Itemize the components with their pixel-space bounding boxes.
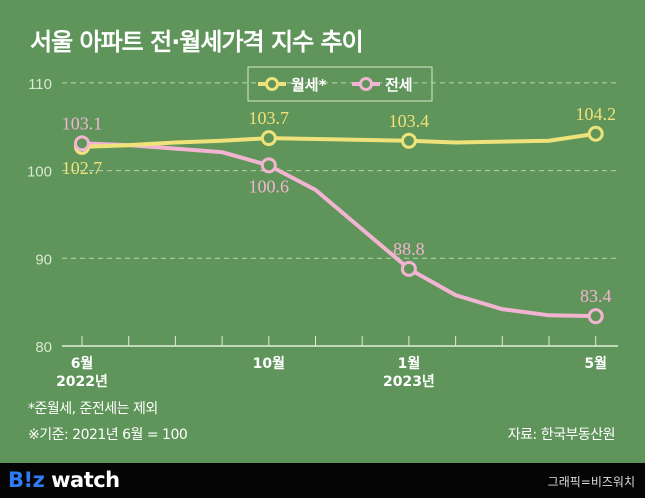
series-line [81,141,596,319]
data-point [587,308,604,325]
x-tick-label: 6월 [71,355,94,372]
data-label: 102.7 [62,158,103,178]
data-label: 103.7 [249,108,290,128]
base-note: ※기준: 2021년 6월 = 100 [28,427,188,443]
x-tick-year-label: 2022년 [56,374,108,390]
legend-label: 월세* [291,76,327,94]
source-note: 자료: 한국부동산원 [507,427,616,443]
bizwatch-logo: B!z watch [8,468,120,492]
y-tick-label: 110 [28,76,52,93]
data-point [400,260,417,277]
line-chart: 80 90 100 110 6월 2022년 10월 1월 2023년 5월 102.7 103.7 1… [27,66,618,390]
data-label: 100.6 [249,176,290,196]
y-tick-label: 90 [35,251,52,268]
data-point [74,135,90,152]
data-label: 103.4 [389,111,430,131]
x-tick-label: 1월 [398,355,421,372]
legend-swatch-marker [359,77,373,91]
data-point [400,132,417,149]
legend-swatch-marker [265,77,279,91]
graphic-credit: 그래픽=비즈워치 [547,475,635,489]
data-point [260,157,277,174]
data-point [587,125,604,142]
data-label: 104.2 [575,104,616,124]
logo-rest: watch [44,468,120,492]
y-tick-label: 80 [35,339,52,356]
series-line [81,131,596,149]
data-label: 103.1 [62,113,103,133]
legend-box [247,66,433,102]
legend-label: 전세 [385,76,413,94]
data-point [260,130,277,147]
data-label: 83.4 [580,286,612,306]
x-tick-year-label: 2023년 [383,374,435,390]
logo-b: B!z [8,468,45,492]
x-tick-label: 5월 [584,355,607,372]
data-label: 88.8 [393,239,425,259]
footnote: *준월세, 준전세는 제외 [28,401,158,417]
x-tick-label: 10월 [253,355,285,372]
y-tick-label: 100 [27,164,52,181]
footer-bar: B!z watch 그래픽=비즈워치 [0,463,645,498]
chart-title: 서울 아파트 전·월세가격 지수 추이 [30,28,364,56]
